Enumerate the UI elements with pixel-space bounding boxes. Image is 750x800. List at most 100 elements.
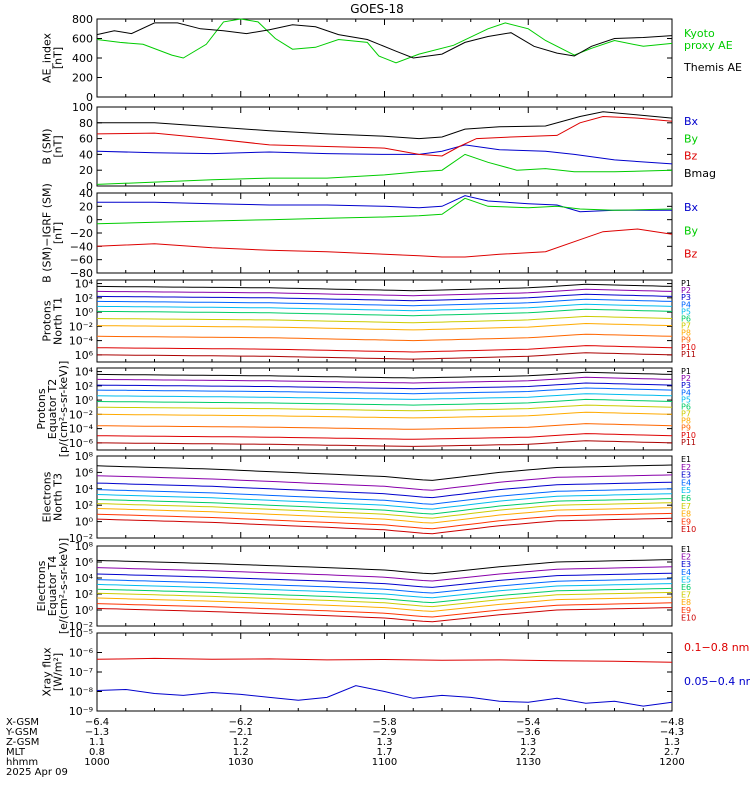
channel-label: P6 [681,314,691,323]
series-line-bmag [97,111,673,140]
orbit-value: 1.7 [377,747,393,758]
y-tick-label: −20 [70,227,93,240]
y-tick-label: 10⁰ [75,516,94,529]
y-tick-label: 100 [72,101,93,114]
channel-line-e8 [96,596,673,612]
y-tick-label: 10⁻⁶ [69,647,94,660]
y-axis-label: Electrons [41,471,54,522]
legend-label: Bmag [684,167,716,180]
y-axis-label: Electrons [35,560,48,611]
y-tick-label: 10² [75,292,93,305]
channel-label: P1 [681,279,691,288]
channel-line-p3 [96,382,673,390]
channel-label: P5 [681,307,691,316]
y-tick-label: 10⁴ [75,366,94,379]
channel-line-p2 [96,376,673,384]
channel-line-e5 [96,583,673,599]
channel-line-p8 [96,322,673,331]
channel-line-e6 [96,587,673,604]
channel-line-p8 [96,411,673,419]
y-tick-label: 10⁻⁶ [69,437,94,450]
channel-line-e10 [96,517,673,535]
series-line-kyoto-proxy-ae [96,18,673,64]
channel-line-e3 [96,481,673,499]
channel-line-p10 [96,433,673,440]
legend-label: Kyoto [684,27,715,40]
y-tick-label: 10⁻⁷ [69,666,93,679]
channel-label: E8 [681,510,691,519]
channel-label: E7 [681,591,691,600]
channel-line-e9 [96,512,673,530]
y-tick-label: 0 [86,180,93,193]
y-tick-label: 10⁸ [75,540,94,553]
channel-line-p5 [96,393,673,400]
channel-label: E1 [681,455,691,464]
channel-line-e7 [96,502,673,519]
series-line-bx [97,195,672,213]
legend-label: 0.05−0.4 nm [684,675,750,688]
y-tick-label: 10⁻⁴ [69,423,94,436]
channel-line-e9 [96,602,673,618]
series-line-0-1-0-8-nm [96,657,673,663]
y-tick-label: 20 [79,164,93,177]
y-axis-label: North T3 [52,473,65,521]
channel-line-e4 [96,578,673,594]
y-tick-label: 0 [86,214,93,227]
channel-line-e6 [96,498,673,515]
channel-line-p7 [96,404,673,412]
y-tick-label: 10⁰ [75,306,94,319]
channel-label: E4 [681,568,691,577]
y-tick-label: −80 [70,267,93,280]
legend-label: Bz [684,150,698,163]
legend-label: Themis AE [683,61,742,74]
channel-label: E9 [681,606,691,615]
series-line-bx [96,144,673,165]
panel-frame [96,192,673,274]
panel-frame [96,106,673,187]
channel-label: P7 [681,410,691,419]
channel-label: E6 [681,494,691,503]
y-tick-label: 40 [79,187,93,200]
y-tick-label: 600 [72,33,93,46]
channel-label: E7 [681,502,691,511]
channel-label: E9 [681,517,691,526]
series-line-bz [96,115,673,157]
channel-line-p11 [97,352,673,360]
y-tick-label: −60 [70,254,93,267]
y-axis-label: Equator T4 [46,556,59,616]
y-tick-label: 400 [72,52,93,65]
channel-line-p4 [96,387,673,395]
channel-label: E5 [681,575,691,584]
orbit-value: 1000 [84,757,109,768]
y-tick-label: 10⁻² [69,408,93,421]
orbit-value: 0.8 [89,747,105,758]
channel-label: P4 [681,300,691,309]
orbit-value: −6.4 [85,717,109,728]
plot-date: 2025 Apr 09 [6,767,68,778]
y-tick-label: 200 [72,72,93,85]
series-line-bz [96,228,673,258]
y-tick-label: 80 [79,117,93,130]
channel-line-p9 [96,333,673,342]
legend-label: By [684,132,699,145]
orbit-value: −1.3 [85,727,109,738]
channel-line-p1 [96,283,673,292]
y-tick-label: 10⁸ [75,450,94,463]
channel-label: P3 [681,293,691,302]
orbit-table: X-GSM −6.4 −6.2 −5.8 −5.4 −4.8 Y-GSM −1.3 −2.1 −2… [5,717,685,778]
panel-xray: 10⁻⁹ 10⁻⁸ 10⁻⁷ 10⁻⁶ 10⁻⁵ Xray flux[W/m²] 0.1−0… [41,627,750,718]
channel-label: P3 [681,381,691,390]
y-axis-label: B (SM)−IGRF (SM) [41,183,54,283]
channel-line-p4 [96,298,673,307]
y-tick-label: 10⁰ [75,604,94,617]
channel-label: P6 [681,402,691,411]
y-tick-label: 10² [75,499,93,512]
panel-frame [96,545,673,627]
y-axis-label: Protons [41,300,54,341]
y-axis-label: North T1 [52,297,65,345]
y-tick-label: 20 [79,200,93,213]
y-axis-label: [p/(cm²-s-sr-keV)] [57,361,70,458]
channel-line-p7 [96,315,673,324]
